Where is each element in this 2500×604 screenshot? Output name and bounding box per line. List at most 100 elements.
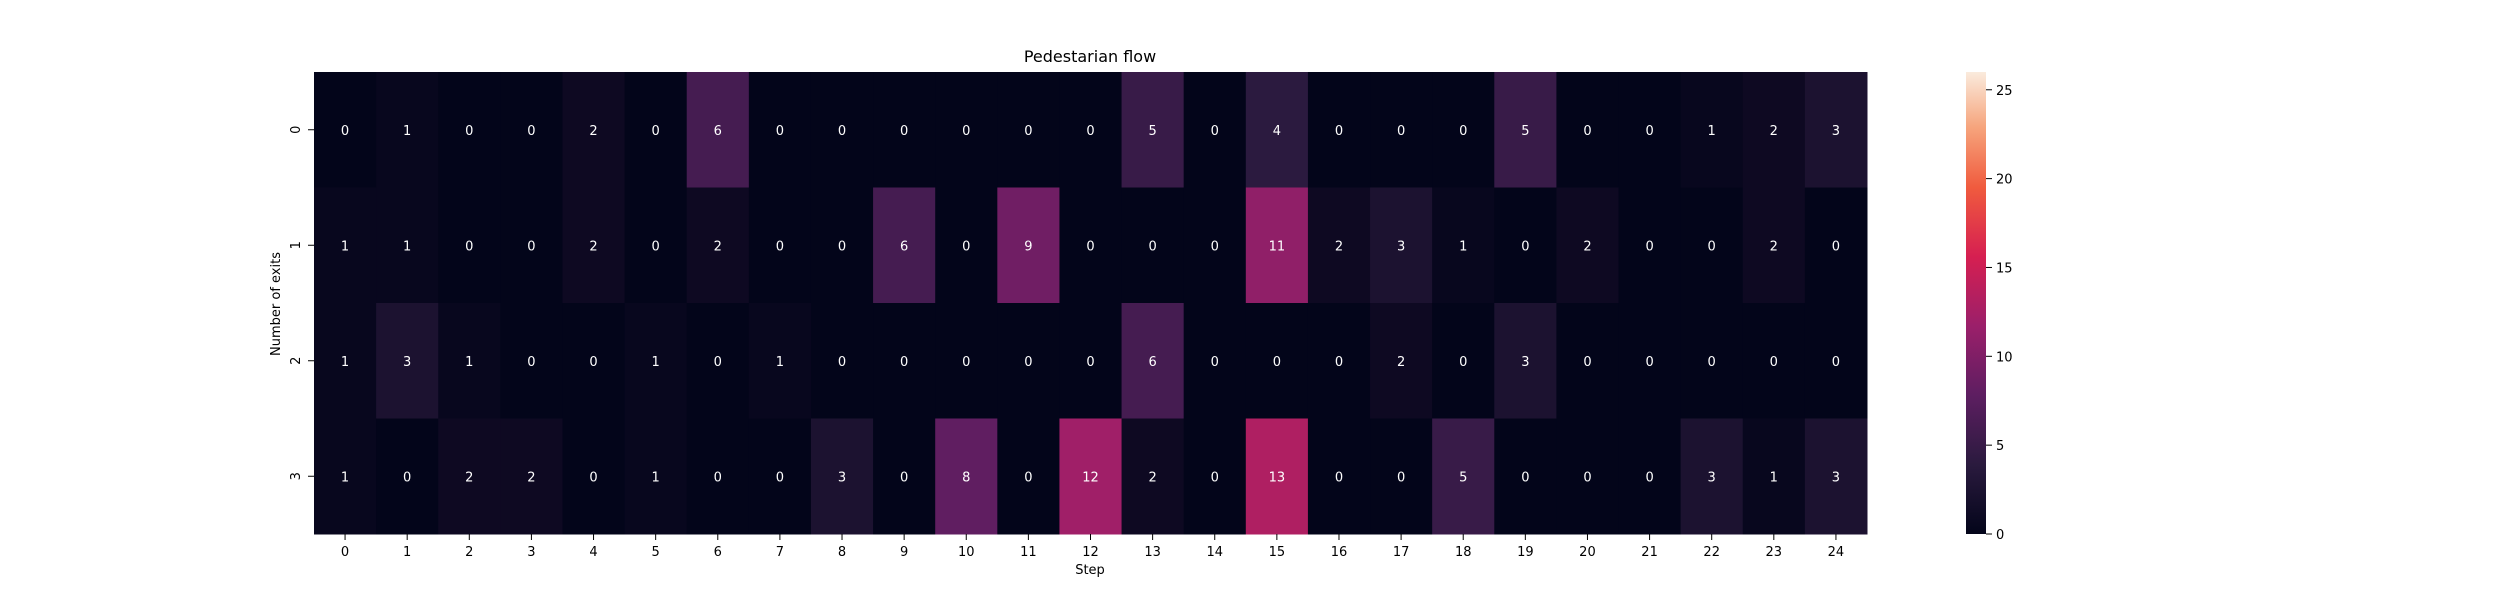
heatmap-cell [376,72,439,188]
heatmap-cell [438,418,501,535]
x-tick-label: 14 [1206,545,1223,560]
heatmap-cell [748,418,812,535]
heatmap-cell [1680,72,1744,188]
x-tick-label: 20 [1579,545,1596,560]
cell-value-label: 0 [962,239,970,254]
heatmap-cell [1307,72,1371,188]
heatmap-cell [1307,303,1371,419]
cell-value-label: 0 [1521,470,1529,485]
cell-value-label: 0 [1708,239,1716,254]
cell-value-label: 0 [1583,355,1591,370]
heatmap-cell [935,72,998,188]
cell-value-label: 0 [1832,239,1840,254]
cell-value-label: 0 [1645,124,1653,139]
heatmap-cell [1556,72,1620,188]
cell-value-label: 2 [1397,355,1405,370]
heatmap-cell [935,303,998,419]
heatmap-cell [1245,187,1309,304]
cell-value-label: 13 [1269,470,1286,485]
heatmap-cell [1680,303,1744,419]
heatmap-cell [1618,187,1682,304]
heatmap-cell [1432,187,1495,304]
cell-value-label: 2 [1770,124,1778,139]
colorbar-tick-label: 10 [1996,350,2013,365]
heatmap-cell [624,303,688,419]
heatmap-cell [562,72,626,188]
cell-value-label: 2 [527,470,535,485]
heatmap-cell [1245,418,1309,535]
cell-value-label: 2 [1148,470,1156,485]
heatmap-cell [438,303,501,419]
heatmap-cell [376,303,439,419]
heatmap-cell [1121,418,1185,535]
heatmap-cell [1307,418,1371,535]
cell-value-label: 0 [1335,124,1343,139]
cell-value-label: 0 [1708,355,1716,370]
heatmap-cell [935,418,998,535]
cell-value-label: 0 [1024,124,1032,139]
heatmap-cell [1742,187,1806,304]
cell-value-label: 2 [589,239,597,254]
heatmap-cell [376,187,439,304]
heatmap-cell [1183,187,1247,304]
cell-value-label: 0 [1335,355,1343,370]
heatmap-cell [1059,187,1123,304]
heatmap-cell [748,72,812,188]
cell-value-label: 0 [1211,239,1219,254]
cell-value-label: 0 [1583,124,1591,139]
cell-value-label: 0 [1086,239,1094,254]
heatmap-cell [624,187,688,304]
x-tick-label: 4 [589,545,597,560]
cell-value-label: 0 [1024,470,1032,485]
cell-value-label: 6 [1148,355,1156,370]
heatmap-cell [1804,72,1868,188]
cell-value-label: 0 [1645,470,1653,485]
cell-value-label: 0 [652,239,660,254]
x-tick-label: 2 [465,545,473,560]
heatmap-cell [1121,303,1185,419]
cell-value-label: 0 [1148,239,1156,254]
cell-value-label: 0 [900,355,908,370]
heatmap-cell [1370,72,1433,188]
heatmap-cell [562,303,626,419]
cell-value-label: 1 [652,470,660,485]
cell-value-label: 0 [1086,124,1094,139]
cell-value-label: 2 [1770,239,1778,254]
heatmap-cell [1059,418,1123,535]
heatmap-cell [1494,418,1557,535]
colorbar-ticks: 0 5 10 15 20 25 [1986,84,2013,543]
cell-value-label: 2 [1583,239,1591,254]
heatmap-cell [810,72,874,188]
colorbar-tick-label: 0 [1996,528,2004,543]
cell-value-label: 0 [527,124,535,139]
heatmap-cell [686,72,750,188]
heatmap-cell [314,72,377,188]
heatmap-cell [1618,303,1682,419]
heatmap-cell [1370,187,1433,304]
heatmap-cell [438,187,501,304]
heatmap-cell [438,72,501,188]
cell-value-label: 2 [465,470,473,485]
heatmap-cell [748,187,812,304]
colorbar-tick-label: 25 [1996,84,2013,99]
cell-value-label: 3 [1397,239,1405,254]
cell-value-label: 2 [589,124,597,139]
heatmap-cell [1183,303,1247,419]
cell-value-label: 0 [1211,470,1219,485]
cell-value-label: 0 [714,470,722,485]
heatmap-cell [500,303,563,419]
x-tick-label: 7 [776,545,784,560]
cell-value-label: 2 [714,239,722,254]
heatmap-cell [997,187,1060,304]
x-tick-label: 24 [1828,545,1845,560]
colorbar-tick-label: 20 [1996,173,2013,188]
cell-value-label: 2 [1335,239,1343,254]
heatmap-cell [624,418,688,535]
x-tick-label: 1 [403,545,411,560]
cell-value-label: 0 [1335,470,1343,485]
heatmap-cell [314,303,377,419]
heatmap-cell [500,187,563,304]
cell-value-label: 1 [1708,124,1716,139]
heatmap-cell [686,187,750,304]
cell-value-label: 0 [465,239,473,254]
